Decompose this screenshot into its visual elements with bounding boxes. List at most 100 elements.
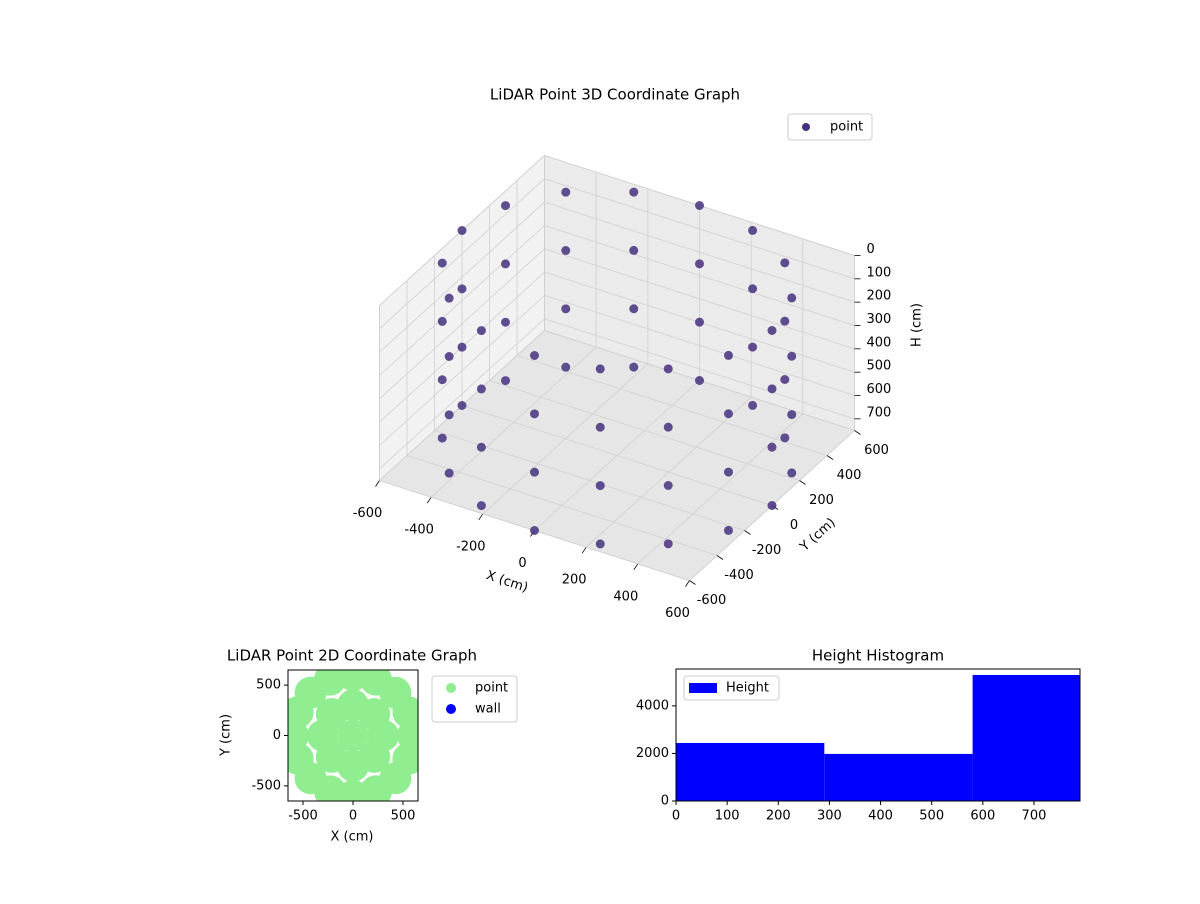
grid-line xyxy=(544,225,855,326)
z-axis-label: H (cm) xyxy=(910,303,925,347)
point xyxy=(501,317,511,327)
tick-mark xyxy=(375,480,380,487)
point xyxy=(337,719,369,752)
point xyxy=(780,433,790,443)
axes-frame xyxy=(675,668,1081,802)
point xyxy=(780,316,790,326)
x-tick-label: 0 xyxy=(349,809,357,824)
y-tick-label: 200 xyxy=(809,493,834,508)
legend-label: wall xyxy=(475,702,501,717)
point xyxy=(457,284,467,294)
point xyxy=(501,201,511,211)
point xyxy=(695,201,704,210)
grid-line xyxy=(544,178,855,280)
point xyxy=(358,740,391,773)
x-tick-label: 0 xyxy=(672,809,680,824)
y-tick-label: -500 xyxy=(251,778,281,793)
point xyxy=(476,501,486,511)
legend-box xyxy=(787,113,873,141)
point xyxy=(723,525,733,535)
legend-marker xyxy=(446,683,456,693)
x-tick-label: 700 xyxy=(1022,809,1047,824)
grid-line xyxy=(461,405,773,506)
y-tick-label: 600 xyxy=(864,443,889,458)
point xyxy=(663,539,673,549)
grid-line xyxy=(379,201,545,353)
point xyxy=(723,409,733,419)
y-tick-label: 0 xyxy=(790,518,798,533)
point xyxy=(695,259,704,269)
point xyxy=(787,293,797,303)
point xyxy=(723,350,733,360)
y-tick-label: -600 xyxy=(697,593,727,608)
point xyxy=(561,362,571,372)
y-tick-label: 0 xyxy=(661,794,669,809)
y-tick-label: 400 xyxy=(837,468,862,483)
x-tick-label: 0 xyxy=(518,556,526,571)
x-tick-label: -200 xyxy=(456,539,486,554)
grid-line xyxy=(379,178,545,330)
z-tick-label: 600 xyxy=(867,382,892,397)
bar xyxy=(972,674,1080,801)
grid-line xyxy=(379,318,545,470)
bar xyxy=(676,742,825,801)
x-tick-label: 100 xyxy=(715,809,740,824)
grid-line xyxy=(379,248,545,400)
legend-label: Height xyxy=(726,681,769,696)
y-tick-label: -200 xyxy=(752,543,782,558)
grid-line xyxy=(544,248,855,350)
x-axis-label: X (cm) xyxy=(484,568,530,596)
x-tick-label: 400 xyxy=(868,809,893,824)
legend-box xyxy=(683,675,780,701)
tick-mark xyxy=(716,555,724,560)
point xyxy=(695,317,704,327)
point xyxy=(437,375,447,385)
z-tick-label: 500 xyxy=(867,359,892,374)
tick-mark xyxy=(426,496,432,504)
point xyxy=(595,539,605,549)
point xyxy=(437,316,447,326)
tick-mark xyxy=(685,580,690,587)
point xyxy=(476,442,486,452)
y-axis-label: Y (cm) xyxy=(797,515,839,555)
y-tick-label: 500 xyxy=(256,678,281,693)
chart-title: LiDAR Point 3D Coordinate Graph xyxy=(490,86,740,104)
point xyxy=(629,304,639,314)
grid-line xyxy=(516,355,828,456)
point xyxy=(444,468,454,478)
point xyxy=(629,245,639,255)
legend-label: point xyxy=(830,120,863,135)
x-axis-label: X (cm) xyxy=(331,830,374,845)
y-tick-label: 2000 xyxy=(636,746,669,761)
point xyxy=(787,410,797,420)
bar xyxy=(824,753,973,801)
tick-mark xyxy=(744,530,751,535)
point xyxy=(561,187,571,197)
x-tick-label: 500 xyxy=(919,809,944,824)
point xyxy=(561,246,571,255)
z-tick-label: 300 xyxy=(867,312,892,327)
grid-line xyxy=(544,295,855,396)
point xyxy=(530,351,539,360)
point xyxy=(476,384,486,394)
point xyxy=(629,362,639,372)
point xyxy=(663,422,673,432)
point xyxy=(748,400,758,410)
point xyxy=(561,304,571,314)
x-tick-label: 500 xyxy=(391,809,416,824)
point xyxy=(437,433,447,443)
x-tick-label: 200 xyxy=(562,573,587,588)
point xyxy=(595,422,605,432)
grid-line xyxy=(434,430,745,531)
point xyxy=(767,501,777,510)
point xyxy=(444,293,454,303)
point xyxy=(457,342,467,352)
x-tick-label: -400 xyxy=(404,523,434,538)
point xyxy=(392,742,418,775)
point xyxy=(780,375,790,384)
x-tick-label: 300 xyxy=(817,809,842,824)
point xyxy=(501,259,511,269)
point xyxy=(767,326,777,335)
grid-line xyxy=(406,455,718,556)
y-tick-label: -400 xyxy=(724,568,754,583)
